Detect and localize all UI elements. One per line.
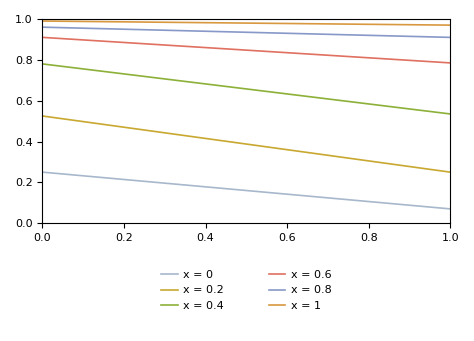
x = 0 bbox=[41, 170, 46, 174]
x = 1 bbox=[41, 19, 46, 23]
x = 0.4 bbox=[40, 62, 46, 66]
x = 0.8 bbox=[447, 35, 453, 40]
x = 0.8 bbox=[40, 25, 46, 29]
x = 0.2 bbox=[383, 161, 389, 165]
x = 0.4 bbox=[41, 62, 46, 66]
x = 0 bbox=[40, 170, 46, 174]
x = 0.6 bbox=[41, 35, 46, 40]
x = 0.8 bbox=[383, 34, 389, 38]
x = 0.6 bbox=[409, 58, 415, 62]
Line: x = 0.8: x = 0.8 bbox=[43, 27, 450, 38]
x = 1 bbox=[409, 23, 415, 27]
x = 0.6 bbox=[289, 51, 295, 55]
x = 0.4 bbox=[289, 92, 295, 97]
x = 0.6 bbox=[281, 50, 287, 55]
Line: x = 0.6: x = 0.6 bbox=[43, 38, 450, 63]
x = 1 bbox=[281, 21, 287, 26]
x = 0 bbox=[409, 203, 415, 207]
x = 0 bbox=[283, 192, 288, 196]
x = 0.4 bbox=[447, 112, 453, 116]
x = 0.2 bbox=[40, 114, 46, 118]
x = 0.2 bbox=[289, 148, 295, 152]
x = 1 bbox=[289, 21, 295, 26]
x = 0 bbox=[281, 192, 287, 196]
x = 0.4 bbox=[409, 107, 415, 111]
x = 0.8 bbox=[41, 25, 46, 29]
Line: x = 0.4: x = 0.4 bbox=[43, 64, 450, 114]
x = 1 bbox=[283, 21, 288, 26]
Line: x = 0: x = 0 bbox=[43, 172, 450, 209]
Line: x = 0.2: x = 0.2 bbox=[43, 116, 450, 172]
Legend: x = 0, x = 0.2, x = 0.4, x = 0.6, x = 0.8, x = 1: x = 0, x = 0.2, x = 0.4, x = 0.6, x = 0.… bbox=[157, 266, 336, 315]
x = 0.6 bbox=[447, 61, 453, 65]
x = 0.4 bbox=[281, 91, 287, 95]
x = 0.2 bbox=[281, 147, 287, 151]
x = 0.4 bbox=[383, 104, 389, 108]
x = 0.2 bbox=[283, 147, 288, 151]
x = 0.6 bbox=[40, 35, 46, 40]
x = 0.4 bbox=[283, 92, 288, 96]
x = 0.6 bbox=[383, 57, 389, 61]
x = 0.8 bbox=[409, 34, 415, 39]
x = 0.8 bbox=[289, 31, 295, 35]
x = 1 bbox=[383, 23, 389, 27]
x = 1 bbox=[40, 19, 46, 23]
x = 1 bbox=[447, 23, 453, 27]
x = 0 bbox=[289, 193, 295, 197]
Line: x = 1: x = 1 bbox=[43, 21, 450, 25]
x = 0.6 bbox=[283, 50, 288, 55]
x = 0.2 bbox=[41, 114, 46, 118]
x = 0.8 bbox=[283, 31, 288, 35]
x = 0.8 bbox=[281, 31, 287, 35]
x = 0.2 bbox=[409, 165, 415, 169]
x = 0 bbox=[447, 207, 453, 211]
x = 0.2 bbox=[447, 170, 453, 174]
x = 0 bbox=[383, 201, 389, 205]
